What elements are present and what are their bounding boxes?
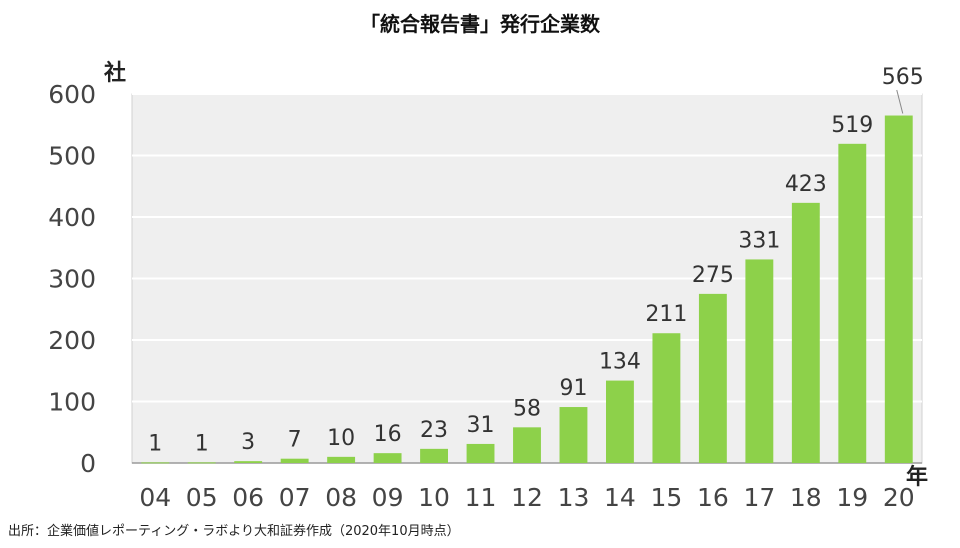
bar-04 — [141, 462, 170, 464]
x-tick-label: 17 — [743, 483, 775, 512]
y-tick-label: 200 — [48, 326, 96, 355]
chart-title: 「統合報告書」発行企業数 — [360, 12, 600, 36]
bar-15 — [652, 333, 681, 463]
x-tick-label: 20 — [883, 483, 915, 512]
data-label-19: 519 — [831, 113, 873, 138]
y-axis-ticks: 0 100 200 300 400 500 600 — [48, 80, 96, 478]
data-label-17: 331 — [738, 228, 780, 253]
bar-13 — [559, 407, 588, 463]
data-label-18: 423 — [785, 172, 827, 197]
data-label-05: 1 — [195, 431, 209, 456]
bar-17 — [745, 259, 774, 463]
data-label-07: 7 — [288, 428, 302, 453]
x-axis-ticks: 04 05 06 07 08 09 10 11 12 13 14 15 16 17 18 19 20 — [139, 483, 914, 512]
y-tick-label: 600 — [48, 80, 96, 109]
data-label-14: 134 — [599, 350, 641, 375]
y-tick-label: 100 — [48, 388, 96, 417]
bar-19 — [838, 143, 867, 463]
x-tick-label: 09 — [372, 483, 404, 512]
data-label-11: 31 — [467, 413, 495, 438]
gridlines — [132, 93, 922, 464]
data-label-12: 58 — [513, 396, 541, 421]
x-tick-label: 05 — [186, 483, 218, 512]
bar-18 — [791, 202, 820, 464]
bar-11 — [466, 443, 495, 463]
data-label-08: 10 — [327, 426, 355, 451]
x-tick-label: 18 — [790, 483, 822, 512]
bar-12 — [513, 427, 541, 463]
x-tick-label: 16 — [697, 483, 729, 512]
x-tick-label: 11 — [465, 483, 497, 512]
x-tick-label: 08 — [325, 483, 357, 512]
x-axis-unit-label: 年 — [906, 464, 928, 490]
y-tick-label: 500 — [48, 142, 96, 171]
bar-16 — [698, 293, 727, 463]
y-tick-label: 300 — [48, 265, 96, 294]
bar-14 — [606, 380, 634, 463]
bar-10 — [420, 448, 448, 463]
leader-line — [896, 89, 904, 114]
data-label-04: 1 — [148, 431, 162, 456]
bar-05 — [187, 462, 216, 464]
data-label-10: 23 — [420, 418, 448, 443]
x-tick-label: 04 — [139, 483, 171, 512]
bar-07 — [280, 458, 309, 463]
data-label-09: 16 — [374, 422, 402, 447]
data-label-16: 275 — [692, 263, 734, 288]
bar-08 — [327, 456, 356, 463]
x-tick-label: 15 — [651, 483, 683, 512]
x-tick-label: 14 — [604, 483, 636, 512]
x-tick-label: 19 — [836, 483, 868, 512]
data-label-15: 211 — [645, 302, 687, 327]
y-tick-label: 400 — [48, 203, 96, 232]
data-label-06: 3 — [241, 430, 255, 455]
bar-06 — [234, 461, 263, 463]
data-label-20: 565 — [882, 65, 924, 90]
x-tick-label: 07 — [279, 483, 311, 512]
bar-09 — [373, 453, 402, 463]
x-tick-label: 10 — [418, 483, 450, 512]
x-tick-label: 13 — [558, 483, 590, 512]
bar-20 — [884, 115, 913, 464]
x-tick-label: 12 — [511, 483, 543, 512]
data-label-13: 91 — [559, 376, 587, 401]
source-note: 出所：企業価値レポーティング・ラボより大和証券作成（2020年10月時点） — [8, 524, 460, 539]
bars-group — [141, 115, 913, 464]
x-tick-label: 06 — [232, 483, 264, 512]
y-axis-unit-label: 社 — [104, 60, 126, 86]
y-tick-label: 0 — [80, 449, 96, 478]
